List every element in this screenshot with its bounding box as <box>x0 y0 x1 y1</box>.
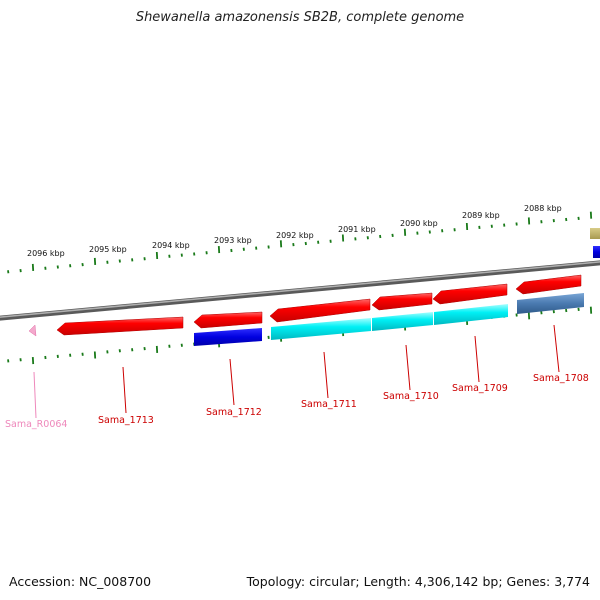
gene-arrow-sama-1710[interactable] <box>371 292 433 311</box>
ruler-label: 2095 kbp <box>89 245 127 254</box>
leader-line <box>122 366 127 414</box>
leader-line <box>323 351 329 399</box>
leader-line <box>229 358 235 406</box>
cds-bar-sama-1708[interactable] <box>517 293 584 314</box>
leader-line <box>474 335 480 383</box>
cds-bar-sama-1711[interactable] <box>271 318 371 340</box>
gene-arrow-sama-1713[interactable] <box>56 316 184 336</box>
topology-text: Topology: circular; Length: 4,306,142 bp… <box>246 574 590 589</box>
gene-label-sama-1710[interactable]: Sama_1710 <box>383 391 439 402</box>
ruler-label: 2090 kbp <box>400 219 438 228</box>
ruler-label: 2092 kbp <box>276 231 314 240</box>
leader-line <box>405 344 411 391</box>
ruler-label: 2093 kbp <box>214 236 252 245</box>
gene-label-sama-1708[interactable]: Sama_1708 <box>533 373 589 384</box>
gene-label-sama-1709[interactable]: Sama_1709 <box>452 383 508 394</box>
feature-partial-olive[interactable] <box>590 228 600 239</box>
cds-bar-sama-1712[interactable] <box>194 328 262 346</box>
ruler-label: 2091 kbp <box>338 225 376 234</box>
gene-label-sama-1712[interactable]: Sama_1712 <box>206 407 262 418</box>
leader-line <box>33 371 37 419</box>
gene-arrow-sama-1709[interactable] <box>432 283 508 305</box>
gene-arrow-sama-1711[interactable] <box>269 298 371 323</box>
cds-bar-sama-1709[interactable] <box>434 304 508 325</box>
gene-labels: Sama_R0064 Sama_1713 Sama_1712 Sama_1711… <box>5 373 589 430</box>
gene-label-sama-1711[interactable]: Sama_1711 <box>301 399 357 410</box>
ruler-label: 2089 kbp <box>462 211 500 220</box>
gene-arrow-sama-1712[interactable] <box>193 311 263 329</box>
gene-label-sama-r0064[interactable]: Sama_R0064 <box>5 419 67 430</box>
feature-partial-blue[interactable] <box>593 246 600 258</box>
leader-line <box>553 324 560 373</box>
gene-label-sama-1713[interactable]: Sama_1713 <box>98 415 154 426</box>
rna-arrow-sama-r0064[interactable] <box>28 324 37 337</box>
cds-bar-sama-1710[interactable] <box>372 312 433 331</box>
accession-text: Accession: NC_008700 <box>9 574 152 589</box>
map-title: Shewanella amazonensis SB2B, complete ge… <box>135 10 465 25</box>
feature-track-cds <box>194 293 584 346</box>
label-leaders <box>33 324 560 419</box>
ruler-labels: 2096 kbp 2095 kbp 2094 kbp 2093 kbp 2092… <box>27 204 562 258</box>
genome-backbone <box>0 260 600 321</box>
ruler-ticks-outer <box>7 211 593 274</box>
gene-arrow-sama-1708[interactable] <box>515 274 582 295</box>
feature-track-genes <box>28 228 600 337</box>
ruler-label: 2096 kbp <box>27 249 65 258</box>
ruler-label: 2088 kbp <box>524 204 562 213</box>
ruler-label: 2094 kbp <box>152 241 190 250</box>
